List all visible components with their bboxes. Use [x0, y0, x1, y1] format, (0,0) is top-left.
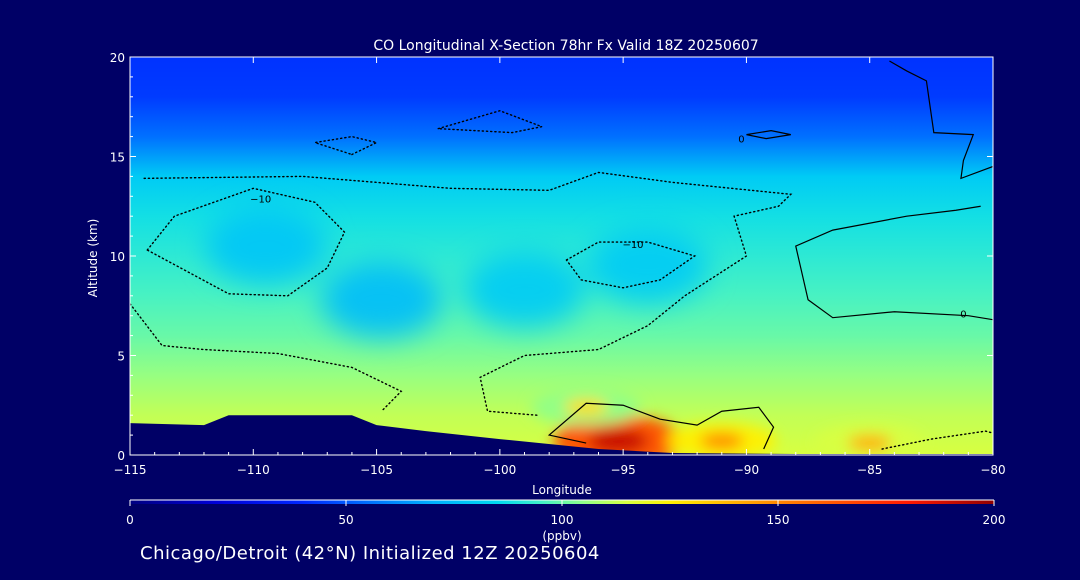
contour-label: 0 — [738, 135, 744, 146]
y-tick-label: 10 — [110, 250, 125, 264]
contour-line-minus-10 — [141, 171, 793, 416]
low-co-pocket — [587, 227, 708, 304]
high-co-hotspots — [531, 389, 925, 455]
co-hotspot — [699, 433, 744, 450]
chart-title: CO Longitudinal X-Section 78hr Fx Valid … — [373, 38, 758, 54]
contour-line-minus-10 — [565, 241, 697, 289]
contour-line-0 — [889, 60, 993, 180]
contour-line-0 — [746, 130, 791, 140]
colorbar-tick-label: 100 — [551, 513, 574, 527]
low-co-pocket — [321, 261, 442, 338]
x-tick-label: −100 — [483, 463, 516, 477]
x-tick-label: −105 — [360, 463, 393, 477]
low-co-pocket — [464, 251, 585, 328]
y-tick-label: 0 — [117, 449, 125, 463]
x-tick-label: −110 — [237, 463, 270, 477]
low-co-pockets — [205, 208, 708, 338]
terrain-mask — [130, 415, 993, 455]
x-tick-label: −80 — [980, 463, 1005, 477]
plot-area: −10 −10 0 0 — [130, 57, 993, 455]
contour-line-0 — [547, 402, 775, 450]
colorbar-tick-label: 0 — [126, 513, 134, 527]
colorbar-unit-label: (ppbv) — [542, 529, 581, 543]
co-hotspot — [564, 399, 609, 416]
contour-line-minus-10 — [130, 303, 403, 412]
footer-caption: Chicago/Detroit (42°N) Initialized 12Z 2… — [140, 543, 600, 564]
y-tick-label: 15 — [110, 151, 125, 165]
hotspot-layer — [205, 208, 925, 455]
contour-label: −10 — [250, 194, 271, 205]
y-tick-label: 20 — [110, 51, 125, 65]
contour-layer: −10 −10 0 0 — [130, 60, 993, 450]
contour-line-minus-10 — [437, 109, 545, 134]
contour-line-minus-10 — [314, 135, 379, 156]
colorbar-tick-label: 150 — [767, 513, 790, 527]
x-tick-label: −90 — [734, 463, 759, 477]
contour-label: 0 — [960, 310, 966, 321]
y-axis-label: Altitude (km) — [86, 219, 100, 298]
contour-line-minus-10 — [146, 187, 346, 297]
y-tick-label: 5 — [117, 350, 125, 364]
contour-line-minus-10 — [881, 430, 993, 450]
low-co-pocket — [205, 208, 326, 285]
colorbar-tick-label: 200 — [983, 513, 1006, 527]
colorbar: 0 50 100 150 200 — [126, 499, 1006, 527]
contour-line-0 — [795, 205, 993, 321]
x-axis-label: Longitude — [532, 483, 592, 497]
co-hotspot — [588, 429, 649, 454]
contour-label: −10 — [622, 240, 643, 251]
x-tick-label: −115 — [114, 463, 147, 477]
colorbar-tick-label: 50 — [338, 513, 353, 527]
co-hotspot — [847, 435, 892, 452]
x-tick-label: −85 — [857, 463, 882, 477]
x-tick-label: −95 — [610, 463, 635, 477]
terrain-layer — [130, 415, 993, 455]
